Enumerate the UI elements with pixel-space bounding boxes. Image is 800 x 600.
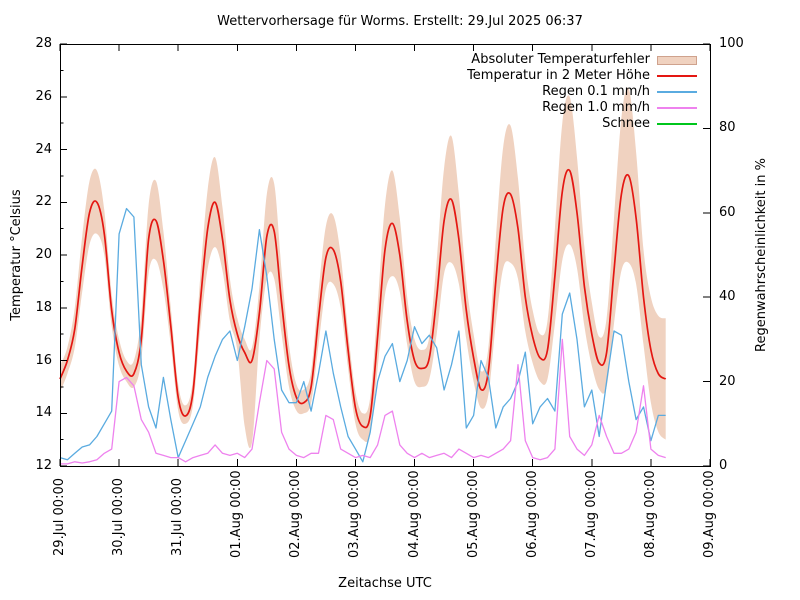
y-axis-title-right: Regenwahrscheinlichkeit in % [754,158,769,352]
y-tick-label-left: 12 [35,458,52,473]
legend-line-swatch [657,91,697,93]
series-line-2 [59,207,666,463]
y-tick-label-right: 80 [719,120,736,136]
legend: Absoluter Temperaturfehler Temperatur in … [467,52,697,132]
x-axis-title: Zeitachse UTC [338,576,432,591]
y-tick-label-left: 14 [35,405,52,421]
y-tick-label-left: 22 [35,194,52,210]
x-tick-label: 05.Aug 00:00 [465,470,481,558]
legend-label: Regen 1.0 mm/h [542,100,650,115]
y-tick-label-left: 26 [35,88,52,104]
y-tick-label-right: 0 [719,458,728,473]
chart-title: Wettervorhersage für Worms. Erstellt: 29… [217,14,583,29]
x-tick-label: 03.Aug 00:00 [347,470,363,558]
y-tick-label-left: 28 [35,36,52,51]
legend-line-swatch [657,75,697,77]
x-tick-label: 04.Aug 00:00 [406,470,422,558]
series-band-temperature-error [60,87,666,449]
x-tick-label: 06.Aug 00:00 [524,470,540,558]
x-tick-label: 29.Jul 00:00 [52,478,67,556]
y-tick-label-right: 40 [719,289,736,305]
legend-label: Temperatur in 2 Meter Höhe [467,68,650,83]
x-tick-label: 01.Aug 00:00 [229,470,245,558]
y-tick-label-right: 100 [719,36,744,51]
x-tick-label: 08.Aug 00:00 [642,470,658,558]
legend-item: Temperatur in 2 Meter Höhe [467,68,697,84]
x-tick-label: 07.Aug 00:00 [583,470,599,558]
x-tick-label: 30.Jul 00:00 [111,478,127,556]
legend-line-swatch [657,107,697,109]
legend-label: Schnee [602,116,650,131]
legend-item: Regen 0.1 mm/h [467,84,697,100]
legend-label: Absoluter Temperaturfehler [471,52,650,67]
x-tick-label: 31.Jul 00:00 [170,478,186,556]
y-tick-label-right: 20 [719,373,736,389]
y-tick-label-right: 60 [719,204,736,220]
x-tick-label: 09.Aug 00:00 [702,470,717,558]
legend-line-swatch [657,123,697,125]
legend-item: Regen 1.0 mm/h [467,100,697,116]
y-tick-label-left: 20 [35,247,52,262]
y-tick-label-left: 16 [35,352,52,368]
legend-band-swatch [657,55,697,65]
legend-label: Regen 0.1 mm/h [542,84,650,99]
y-tick-label-left: 18 [35,299,52,315]
x-tick-label: 02.Aug 00:00 [288,470,304,558]
series-line-3 [60,338,666,465]
legend-item: Schnee [467,116,697,132]
legend-item: Absoluter Temperaturfehler [467,52,697,68]
y-tick-label-left: 24 [35,141,52,157]
series-line-1 [59,168,667,429]
